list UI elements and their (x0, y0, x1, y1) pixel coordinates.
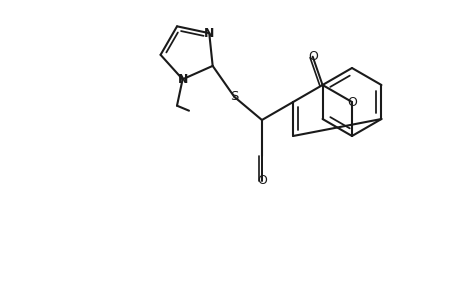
Text: N: N (177, 73, 187, 86)
Text: S: S (230, 90, 238, 104)
Text: N: N (204, 27, 214, 40)
Text: O: O (346, 95, 356, 109)
Text: O: O (307, 50, 317, 63)
Text: O: O (257, 175, 266, 188)
